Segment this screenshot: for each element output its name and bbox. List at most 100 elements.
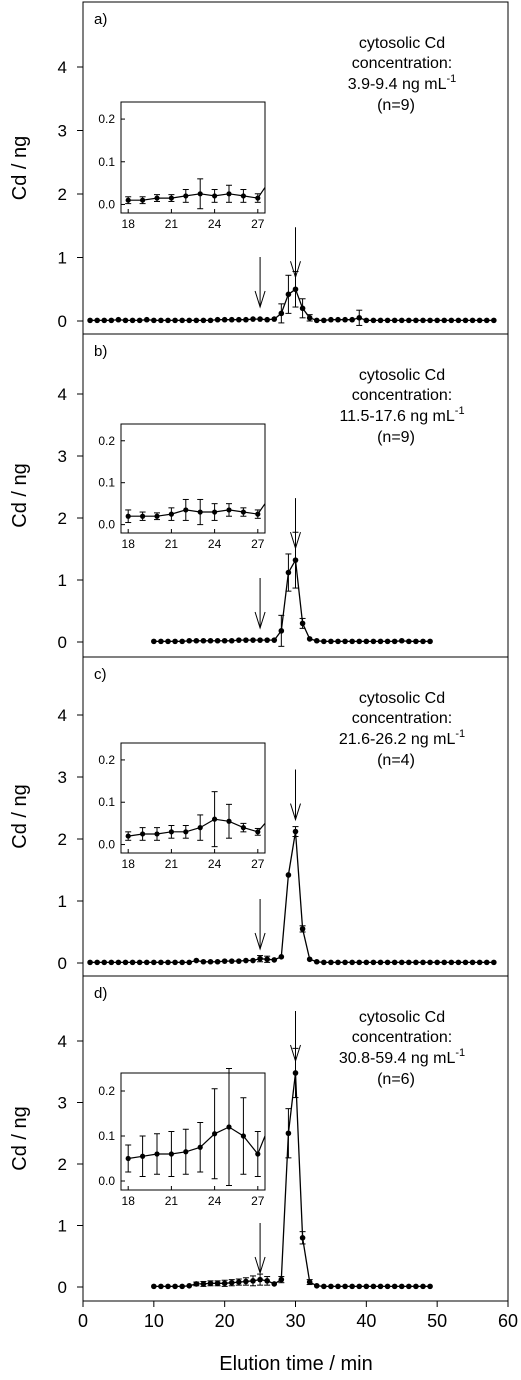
inset-x-tick-label: 21 [165,857,179,871]
data-point [384,959,391,966]
panel-d: 0 1 2 3 4 Cd / ng d) cytosolic Cd concentration:… [9,975,509,1302]
data-point [413,638,419,645]
data-point [335,316,341,323]
data-point [179,959,185,966]
inset-y-tick-label: 0.2 [98,1084,115,1098]
data-point [292,828,299,835]
data-point [321,317,327,324]
data-point [377,1283,384,1290]
inset-data-point [226,191,232,197]
arrow-marker [290,498,301,550]
data-point [335,959,341,966]
inset-y-tick-label: 0.1 [98,155,115,169]
inset-data-point [255,829,261,835]
sample-count: (n=6) [377,1071,415,1088]
data-point [321,1283,327,1290]
data-point [349,638,355,645]
data-point [207,1280,214,1287]
concentration-range: 21.6-26.2 ng mL-1 [339,728,465,748]
y-tick-label: 2 [58,509,67,528]
data-point [122,959,129,966]
data-point [321,959,327,966]
inset-frame [120,423,266,534]
data-point [391,638,398,645]
data-point [476,317,483,324]
data-point [257,637,263,643]
data-point [406,638,412,645]
inset-chart: 0.0 0.1 0.2 18 21 24 27 [98,101,266,231]
y-tick-label: 1 [58,892,67,911]
data-point [179,317,185,324]
data-point [129,317,136,324]
data-point [193,957,200,964]
annotation-line: cytosolic Cd [359,1009,445,1026]
panel-label: c) [94,666,107,683]
sample-count: (n=9) [377,429,415,446]
inset-data-point [212,509,218,515]
data-point [228,958,235,964]
data-point [420,1283,426,1290]
inset-data-point [125,1155,131,1162]
panel-label: b) [94,343,107,360]
data-point [108,959,115,966]
annotation-line: cytosolic Cd [359,690,445,707]
inset-x-tick-label: 27 [251,217,265,231]
inset-x-tick-label: 18 [122,537,136,551]
x-tick-label: 0 [78,1311,88,1331]
data-point [271,637,278,643]
data-point [214,1280,221,1287]
y-tick-label: 3 [58,447,67,466]
data-point [278,954,285,960]
data-point [179,638,185,645]
data-point [236,1279,242,1285]
data-point [207,317,214,324]
data-point [228,637,235,644]
data-point [172,1283,178,1290]
data-point [136,959,143,966]
data-point [483,959,490,966]
data-point [292,286,299,293]
y-tick-label: 1 [58,571,67,590]
data-point [285,872,292,878]
data-point [158,1283,164,1290]
data-point [264,1278,270,1284]
data-point [356,638,363,645]
inset-x-tick-label: 27 [251,1194,265,1208]
data-point [221,316,228,323]
data-point [193,317,200,324]
data-point [250,316,256,322]
arrow-marker [290,1010,301,1063]
y-tick-label: 4 [58,385,67,404]
data-point [420,317,426,324]
data-point [136,317,143,324]
inset-data-point [125,513,131,519]
data-point [221,637,228,644]
y-tick-label: 0 [58,312,67,331]
data-point [285,1130,292,1137]
y-tick-label: 2 [58,185,67,204]
inset-data-point [255,1151,261,1157]
data-point [271,316,278,322]
x-tick-label: 40 [356,1311,376,1331]
x-tick-label: 30 [285,1311,305,1331]
y-tick-label: 3 [58,122,67,141]
data-point [420,959,426,966]
data-point [313,958,320,965]
data-point [342,959,348,966]
data-point [278,1276,285,1283]
data-point [406,1283,412,1290]
data-point [158,959,164,966]
data-point [462,959,469,966]
data-point [101,959,108,966]
data-point [122,317,129,324]
data-point [172,317,178,324]
data-point [448,317,455,324]
data-point [384,638,391,645]
inset-data-point [168,829,174,835]
data-point [214,637,221,644]
data-point [257,1276,263,1283]
data-point [462,317,469,324]
y-axis-label: Cd / ng [9,136,31,200]
inset-y-tick-label: 0.0 [98,197,115,211]
series-line [90,288,494,322]
